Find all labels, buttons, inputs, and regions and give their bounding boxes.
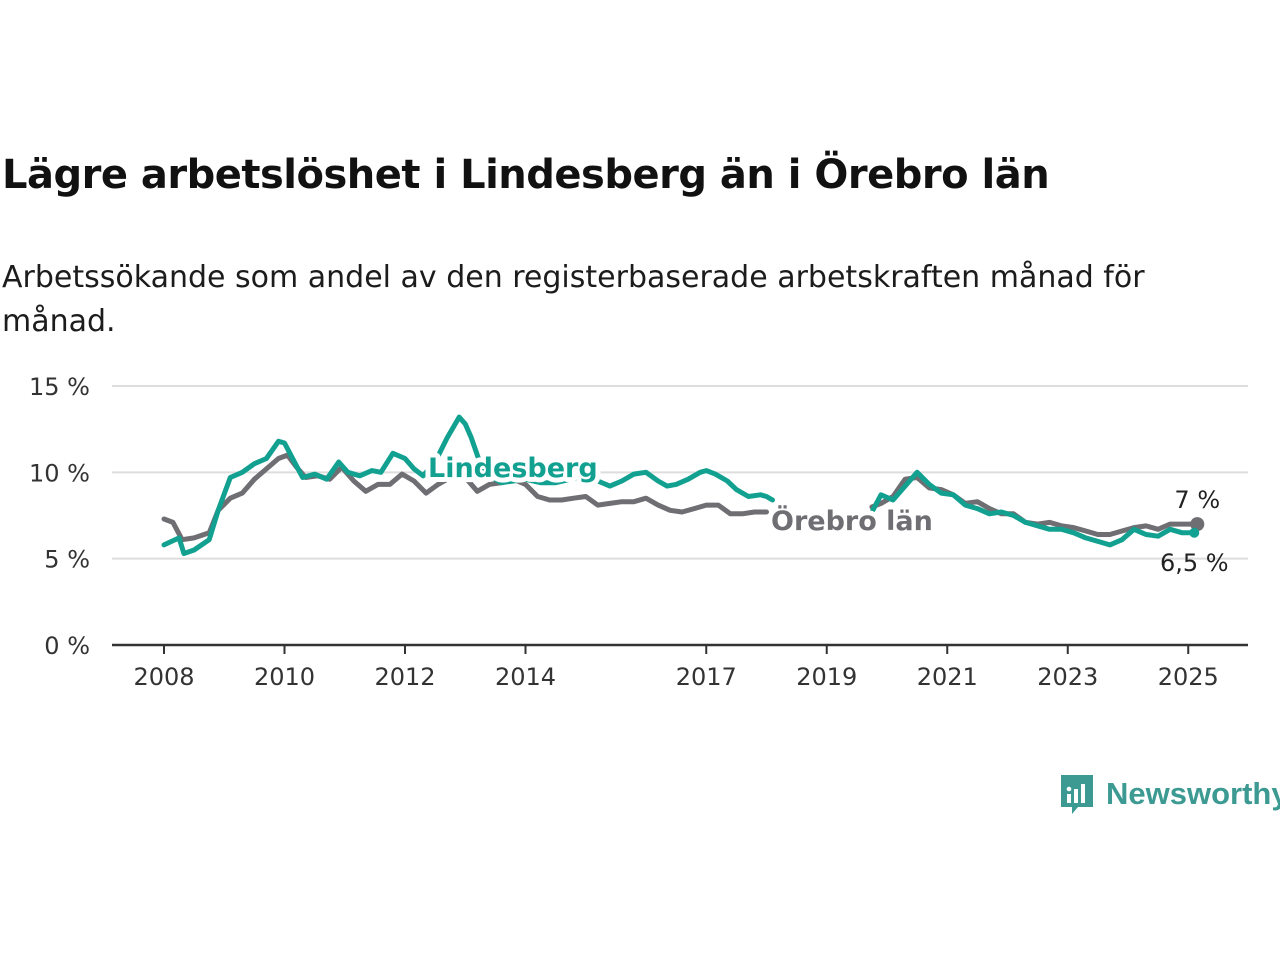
brand-name: Newsworthy	[1106, 776, 1280, 811]
series-line-lindesberg	[869, 469, 1197, 548]
x-tick-label: 2012	[374, 663, 435, 691]
series-layer	[161, 414, 1200, 556]
series-line-lindesberg	[161, 414, 775, 556]
chart-subtitle: Arbetssökande som andel av den registerb…	[2, 260, 1145, 339]
x-tick-label: 2025	[1158, 663, 1219, 691]
axis-layer: 0 % 5 % 10 % 15 % 2008 2010 2012 2014 2017 2019 20…	[29, 373, 1248, 691]
x-tick-label: 2017	[676, 663, 737, 691]
chart-title: Lägre arbetslöshet i Lindesberg än i Öre…	[2, 152, 1050, 198]
y-tick-label: 10 %	[29, 459, 90, 487]
label-layer: 7 % 6,5 % Lindesberg Örebro län	[423, 448, 1229, 577]
end-marker-orebro	[1190, 517, 1205, 532]
x-tick-label: 2019	[796, 663, 857, 691]
y-tick-label: 15 %	[29, 373, 90, 401]
y-tick-label: 5 %	[44, 546, 90, 574]
line-chart: 0 % 5 % 10 % 15 % 2008 2010 2012 2014 2017 2019 20…	[29, 373, 1248, 691]
series-label-lindesberg: Lindesberg	[428, 453, 598, 484]
end-label-lindesberg: 6,5 %	[1160, 549, 1229, 577]
x-tick-label: 2008	[133, 663, 194, 691]
newsworthy-logo-icon	[1061, 775, 1093, 814]
x-tick-label: 2021	[917, 663, 978, 691]
x-tick-label: 2010	[254, 663, 315, 691]
x-tick-label: 2023	[1037, 663, 1098, 691]
y-tick-label: 0 %	[44, 632, 90, 660]
newsworthy-logo: Newsworthy	[1058, 772, 1280, 816]
end-marker-lindesberg	[1189, 527, 1200, 538]
end-label-orebro: 7 %	[1174, 486, 1220, 514]
series-line-orebro	[161, 452, 769, 543]
series-label-orebro: Örebro län	[771, 504, 933, 537]
x-tick-label: 2014	[495, 663, 556, 691]
